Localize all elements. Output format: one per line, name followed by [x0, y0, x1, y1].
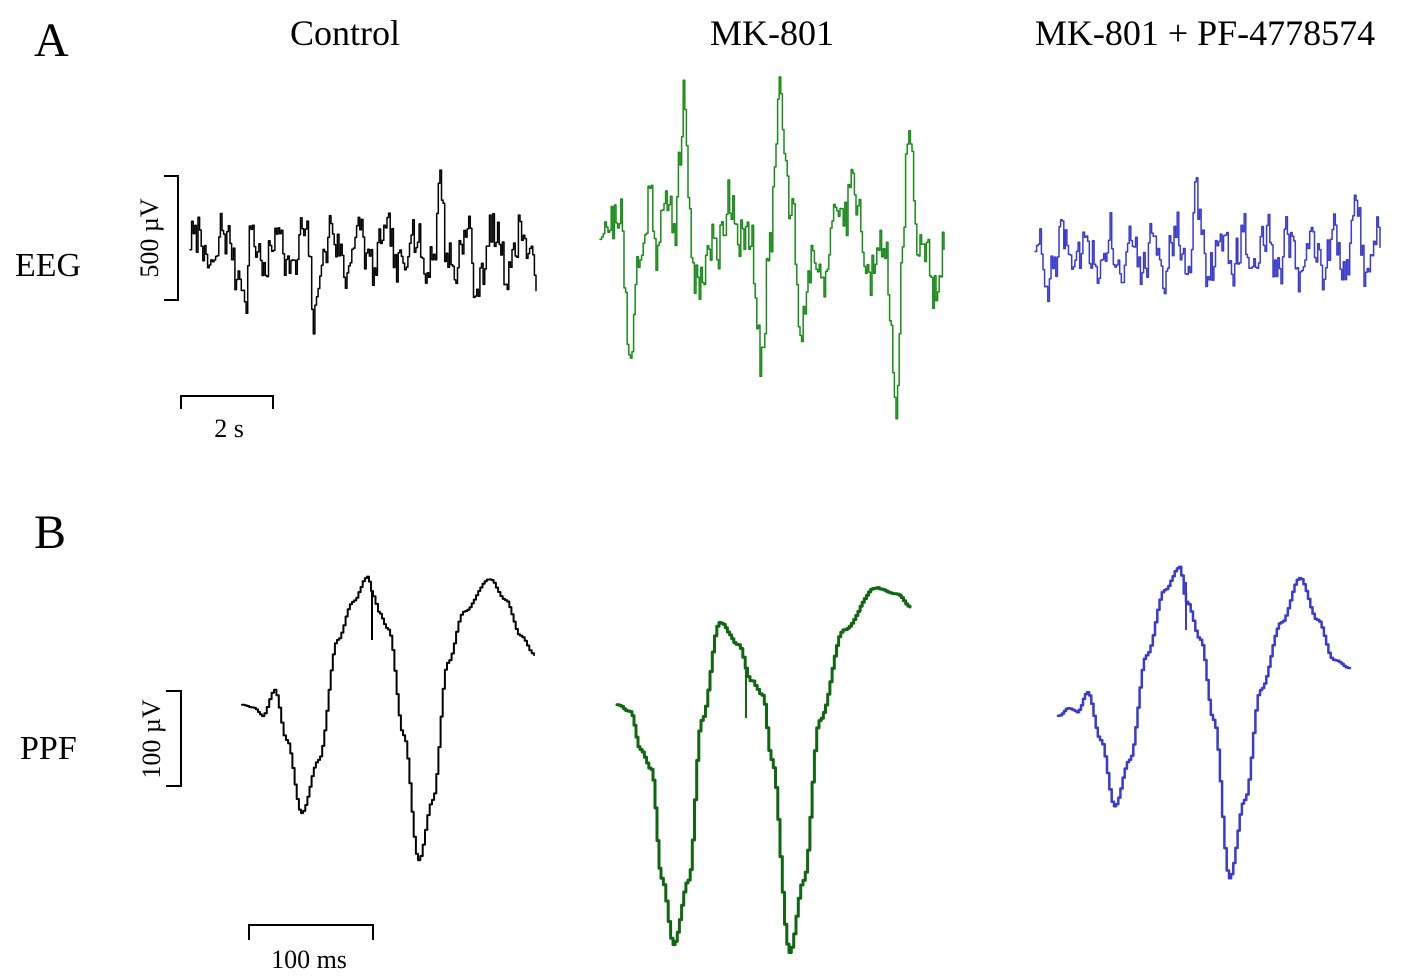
- ppf-trace-mk801-pf: [1056, 565, 1352, 880]
- column-title-mk801-pf: MK-801 + PF-4778574: [1035, 13, 1375, 53]
- column-title-mk801: MK-801: [710, 13, 834, 53]
- ppf-amplitude-scale-label: 100 µV: [137, 699, 166, 778]
- ppf-trace-mk801: [615, 586, 912, 954]
- ppf-time-scale-bar: [248, 924, 374, 940]
- row-label-ppf: PPF: [20, 730, 77, 767]
- column-title-control: Control: [290, 13, 400, 53]
- eeg-amplitude-scale-label: 500 µV: [135, 198, 164, 277]
- panel-letter-a: A: [34, 14, 69, 67]
- ppf-time-scale-label: 100 ms: [271, 945, 347, 974]
- eeg-time-scale-bar: [180, 395, 274, 409]
- ppf-trace-control: [241, 575, 535, 862]
- eeg-trace-mk801: [599, 76, 945, 420]
- eeg-trace-control: [189, 169, 537, 335]
- eeg-trace-mk801-pf: [1034, 177, 1381, 303]
- panel-letter-b: B: [34, 506, 66, 559]
- eeg-time-scale-label: 2 s: [214, 414, 244, 443]
- ppf-amplitude-scale-bar: [166, 690, 182, 787]
- row-label-eeg: EEG: [15, 247, 81, 284]
- eeg-amplitude-scale-bar: [164, 175, 179, 301]
